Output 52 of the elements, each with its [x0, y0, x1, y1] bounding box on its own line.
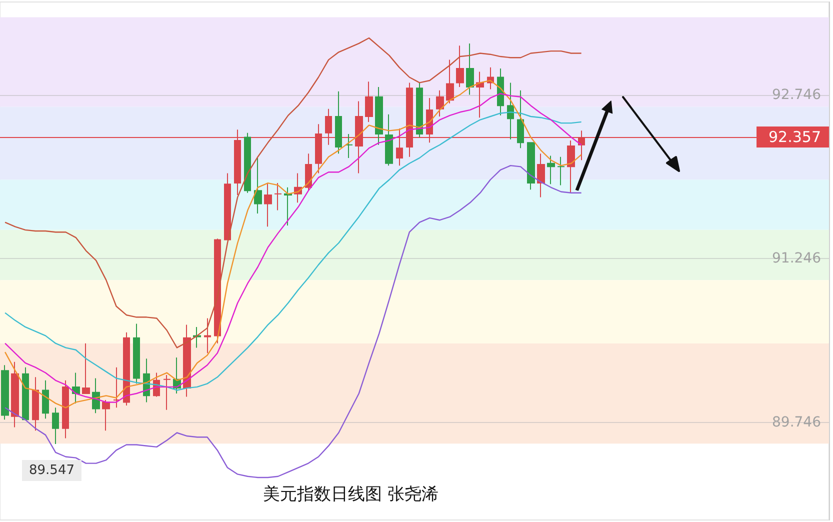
- ref-line-label: 92.357: [768, 128, 822, 146]
- candlestick: [62, 380, 69, 439]
- candlestick: [567, 140, 575, 194]
- candlestick: [537, 153, 545, 198]
- y-tick-label: 92.746: [772, 87, 822, 104]
- candlestick: [335, 90, 342, 154]
- y-tick-label: 89.746: [772, 414, 822, 430]
- candlestick: [133, 323, 140, 384]
- candlestick: [244, 132, 251, 194]
- candlestick: [476, 71, 484, 118]
- candlestick: [527, 142, 535, 190]
- candlestick: [102, 400, 110, 432]
- candlestick: [163, 374, 171, 410]
- candlestick: [214, 238, 221, 344]
- candlestick: [416, 82, 423, 138]
- candlestick: [375, 86, 383, 146]
- candlestick: [82, 342, 90, 394]
- candlestick: [1, 364, 9, 420]
- candlestick: [517, 90, 524, 149]
- candlestick: [72, 372, 80, 404]
- candlestick: [557, 156, 565, 186]
- annotation: 89.547: [29, 462, 74, 478]
- candlestick: [507, 82, 514, 140]
- candlestick: [22, 366, 29, 420]
- line-series: [4, 37, 582, 348]
- candlestick: [224, 172, 231, 240]
- candlestick: [436, 90, 444, 118]
- candlestick: [254, 157, 262, 214]
- candlestick: [365, 81, 373, 122]
- candlestick: [466, 42, 474, 96]
- candlestick: [274, 182, 282, 211]
- candlestick: [193, 326, 201, 348]
- line-series: [4, 164, 582, 478]
- candlestick: [385, 114, 393, 166]
- candlestick: [264, 182, 272, 228]
- candlestick: [305, 153, 312, 192]
- candlestick: [456, 45, 464, 88]
- y-tick-label: 91.246: [772, 250, 822, 267]
- candlestick: [204, 318, 211, 354]
- candlestick: [113, 366, 120, 408]
- candlestick: [497, 68, 504, 116]
- candlestick: [52, 407, 59, 444]
- candlestick: [11, 361, 19, 428]
- candlestick: [345, 133, 353, 158]
- candlestick: [446, 59, 454, 104]
- candlestick: [183, 324, 191, 398]
- text: 美元指数日线图 张尧浠: [263, 484, 438, 504]
- candlestick: [547, 155, 555, 185]
- candlestick: [42, 380, 49, 420]
- candlestick: [123, 332, 130, 406]
- candlestick: [284, 186, 292, 226]
- candlestick: [32, 376, 39, 432]
